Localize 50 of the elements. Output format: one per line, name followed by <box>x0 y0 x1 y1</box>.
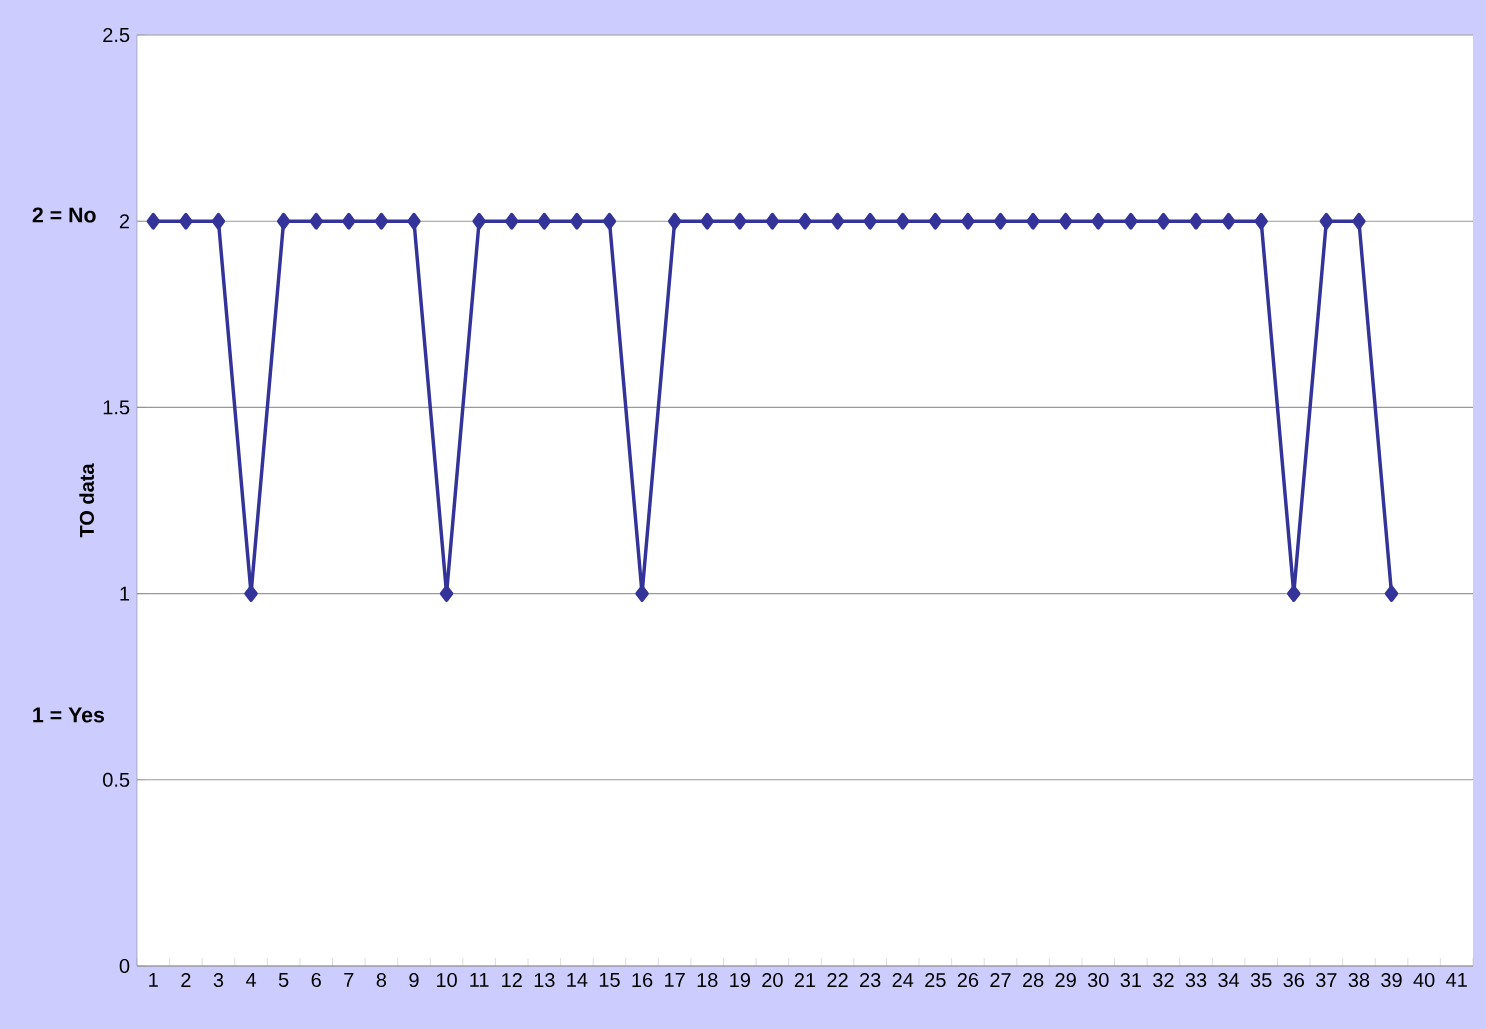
x-tick-label: 36 <box>1283 972 1305 988</box>
x-tick-label: 21 <box>794 972 816 987</box>
x-tick-label: 26 <box>957 972 979 988</box>
x-tick-label: 8 <box>376 972 387 988</box>
x-tick-label: 27 <box>990 972 1011 987</box>
y-tick-label: 0 <box>119 958 130 974</box>
y-tick-label: 2.5 <box>103 27 130 43</box>
x-tick-label: 41 <box>1446 972 1467 987</box>
x-tick-label: 17 <box>665 972 685 987</box>
x-tick-label: 31 <box>1120 972 1141 988</box>
y-tick-label: 1.5 <box>103 400 130 415</box>
x-tick-label: 16 <box>632 972 653 988</box>
text: 1 = Yes <box>33 707 105 723</box>
x-tick-label: 7 <box>344 972 354 987</box>
x-tick-label: 2 <box>181 972 191 987</box>
x-tick-label: 19 <box>730 972 750 988</box>
x-tick-label: 30 <box>1087 972 1109 988</box>
x-tick-label: 23 <box>860 972 881 988</box>
x-tick-label: 5 <box>278 972 289 987</box>
x-tick-label: 3 <box>213 972 224 988</box>
x-tick-label: 11 <box>470 972 489 987</box>
y-tick-label: 2 <box>119 214 130 229</box>
x-tick-label: 28 <box>1022 972 1044 988</box>
y-tick-label: 1 <box>120 586 130 601</box>
x-tick-label: 18 <box>697 972 718 988</box>
x-tick-label: 24 <box>892 972 914 987</box>
x-tick-label: 13 <box>534 972 555 988</box>
text: 2 = No <box>32 207 96 223</box>
x-tick-label: 38 <box>1348 972 1370 988</box>
x-tick-label: 29 <box>1055 972 1076 988</box>
x-tick-label: 35 <box>1250 972 1272 988</box>
x-tick-label: 15 <box>599 972 620 987</box>
y-axis-title: TO data <box>79 463 94 538</box>
x-tick-label: 20 <box>762 972 783 988</box>
x-tick-label: 37 <box>1315 972 1337 988</box>
x-tick-label: 14 <box>567 972 588 987</box>
x-tick-label: 1 <box>149 972 158 987</box>
x-tick-label: 10 <box>436 972 457 988</box>
y-tick-label: 0.5 <box>103 772 130 787</box>
x-tick-label: 40 <box>1413 972 1435 988</box>
x-tick-label: 6 <box>311 972 321 988</box>
x-tick-label: 12 <box>502 972 522 987</box>
x-tick-label: 34 <box>1218 972 1240 988</box>
x-tick-label: 33 <box>1185 972 1207 988</box>
x-tick-label: 39 <box>1381 972 1402 988</box>
x-tick-label: 22 <box>827 972 848 987</box>
x-tick-label: 4 <box>245 972 257 987</box>
x-tick-label: 25 <box>925 972 946 988</box>
x-tick-label: 32 <box>1153 972 1174 988</box>
x-tick-label: 9 <box>409 972 419 988</box>
